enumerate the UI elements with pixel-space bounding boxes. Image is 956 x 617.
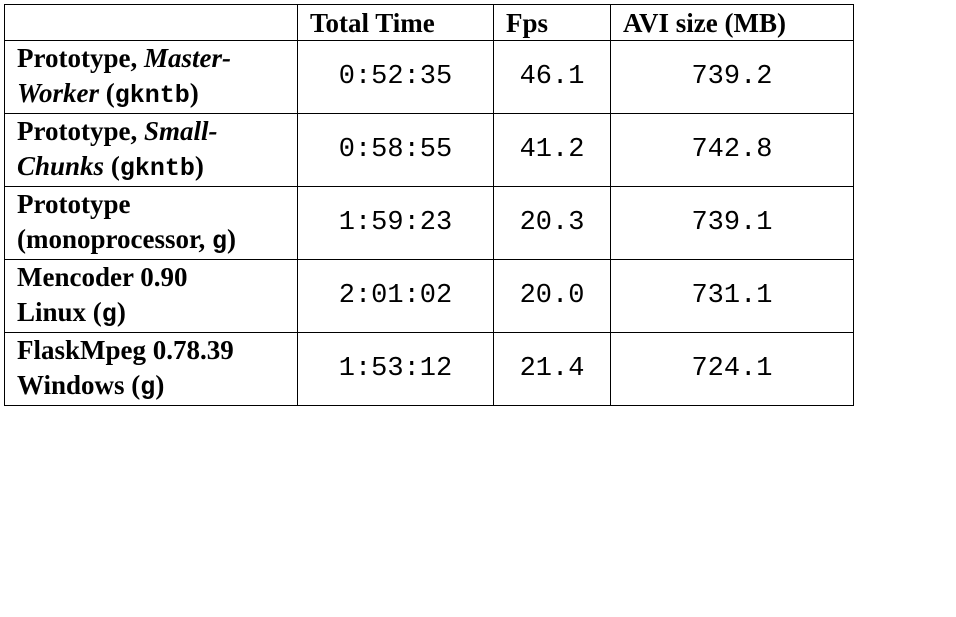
config-name-line1: FlaskMpeg 0.78.39 [17, 335, 234, 365]
config-name-line2-prefix: (monoprocessor, [17, 224, 212, 254]
table-row: FlaskMpeg 0.78.39 Windows (g) 1:53:12 21.… [4, 332, 854, 406]
avi-size-cell: 742.8 [610, 113, 854, 187]
config-name-plain: Prototype, [17, 43, 144, 73]
fps-cell: 20.3 [493, 186, 611, 260]
config-name-italic: Small-Chunks [17, 116, 218, 181]
config-name-cell: Prototype (monoprocessor, g) [4, 186, 298, 260]
header-total-time: Total Time [297, 4, 494, 41]
header-avi-size: AVI size (MB) [610, 4, 854, 41]
config-name-line2-prefix: Linux ( [17, 297, 102, 327]
total-time-cell: 1:59:23 [297, 186, 494, 260]
fps-cell: 41.2 [493, 113, 611, 187]
config-name-cell: Prototype, Small-Chunks (gkntb) [4, 113, 298, 187]
config-name-line2-suffix: ) [155, 370, 165, 400]
config-name-line1: Mencoder 0.90 [17, 262, 188, 292]
total-time-cell: 1:53:12 [297, 332, 494, 406]
avi-size-cell: 731.1 [610, 259, 854, 333]
total-time-cell: 0:52:35 [297, 40, 494, 114]
config-name-line2-suffix: ) [116, 297, 126, 327]
table-row: Mencoder 0.90 Linux (g) 2:01:02 20.0 731.… [4, 259, 854, 333]
total-time-cell: 0:58:55 [297, 113, 494, 187]
config-name-line1: Prototype [17, 189, 131, 219]
config-flags: g [140, 373, 156, 402]
header-row: Total Time Fps AVI size (MB) [4, 4, 854, 41]
config-flags: gkntb [119, 154, 195, 183]
config-flags: g [212, 227, 228, 256]
table-row: Prototype (monoprocessor, g) 1:59:23 20.3… [4, 186, 854, 260]
fps-cell: 20.0 [493, 259, 611, 333]
header-fps: Fps [493, 4, 611, 41]
fps-cell: 21.4 [493, 332, 611, 406]
total-time-cell: 2:01:02 [297, 259, 494, 333]
avi-size-cell: 724.1 [610, 332, 854, 406]
config-name-cell: Mencoder 0.90 Linux (g) [4, 259, 298, 333]
results-table: Total Time Fps AVI size (MB) Prototype, … [4, 4, 854, 406]
config-flags: gkntb [114, 81, 190, 110]
config-name-cell: Prototype, Master-Worker (gkntb) [4, 40, 298, 114]
config-name-italic: Master-Worker [17, 43, 231, 108]
config-name-plain: Prototype, [17, 116, 144, 146]
fps-cell: 46.1 [493, 40, 611, 114]
avi-size-cell: 739.2 [610, 40, 854, 114]
avi-size-cell: 739.1 [610, 186, 854, 260]
table-row: Prototype, Master-Worker (gkntb) 0:52:35… [4, 40, 854, 114]
config-flags: g [101, 300, 117, 329]
header-empty-cell [4, 4, 298, 41]
config-name-cell: FlaskMpeg 0.78.39 Windows (g) [4, 332, 298, 406]
table-row: Prototype, Small-Chunks (gkntb) 0:58:55 … [4, 113, 854, 187]
config-name-line2-prefix: Windows ( [17, 370, 141, 400]
config-name-line2-suffix: ) [227, 224, 237, 254]
